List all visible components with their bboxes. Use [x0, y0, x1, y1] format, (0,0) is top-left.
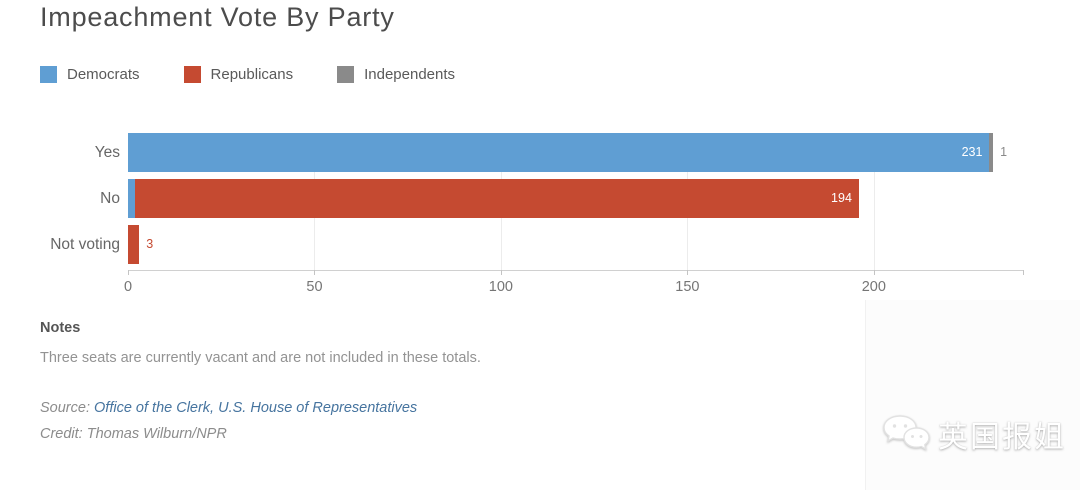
- category-label: Not voting: [50, 236, 120, 253]
- x-axis-tick: [1023, 270, 1024, 275]
- legend-label: Democrats: [67, 66, 140, 83]
- x-axis-tick: [314, 270, 316, 275]
- source-line: Source: Office of the Clerk, U.S. House …: [40, 400, 417, 416]
- bar-row-yes: 231 1: [128, 133, 1023, 172]
- bar-segment-republicans: [128, 225, 140, 264]
- credit-line: Credit: Thomas Wilburn/NPR: [40, 426, 227, 442]
- bar-row-no: 2194: [128, 179, 1023, 218]
- bar-chart: 231 1 2194 3 0 50 100 150 200 Yes No Not voting: [0, 133, 1080, 303]
- legend-swatch-icon: [337, 66, 355, 83]
- watermark-panel: [865, 300, 1080, 490]
- bar-segment-democrats: [128, 133, 990, 172]
- x-axis-tick: [873, 270, 875, 275]
- legend-item-republicans: Republicans: [183, 66, 294, 83]
- bar-value-label: 231: [961, 145, 983, 159]
- bar-value-label: 1: [1000, 145, 1008, 159]
- x-tick-label: 100: [488, 279, 514, 295]
- source-link[interactable]: Office of the Clerk, U.S. House of Repre…: [94, 400, 418, 416]
- watermark-text: 英国报姐: [938, 421, 1066, 454]
- legend-item-democrats: Democrats: [40, 66, 140, 83]
- x-tick-label: 50: [306, 279, 323, 295]
- legend-item-independents: Independents: [337, 66, 455, 83]
- bar-value-label: 194: [831, 191, 852, 205]
- x-tick-label: 0: [123, 279, 133, 295]
- wechat-bubbles-icon: [883, 415, 930, 451]
- bar-row-not-voting: 3: [128, 225, 1023, 264]
- legend-swatch-icon: [40, 66, 57, 83]
- bar-segment-democrats: [128, 179, 136, 218]
- category-label: No: [100, 190, 120, 207]
- watermark: 英国报姐: [880, 412, 1066, 456]
- notes-text: Three seats are currently vacant and are…: [40, 350, 481, 366]
- x-tick-label: 200: [861, 279, 886, 295]
- chart-title: Impeachment Vote By Party: [40, 2, 395, 32]
- x-axis-tick: [500, 270, 502, 275]
- x-axis-tick: [687, 270, 689, 275]
- legend: Democrats Republicans Independents: [40, 66, 499, 83]
- x-tick-label: 150: [675, 279, 700, 295]
- bar-segment-independents: [989, 133, 994, 172]
- legend-label: Independents: [364, 66, 456, 83]
- legend-swatch-icon: [183, 66, 201, 83]
- x-axis-line: [128, 270, 1023, 271]
- bar-segment-republicans: [135, 179, 859, 218]
- x-axis-tick: [128, 270, 129, 275]
- category-label: Yes: [94, 144, 120, 161]
- bar-value-label: 3: [146, 237, 154, 251]
- source-prefix: Source:: [40, 400, 90, 416]
- plot-area: 231 1 2194 3 0 50 100 150 200: [124, 133, 1024, 295]
- legend-label: Republicans: [210, 66, 294, 83]
- gridline-200: [873, 133, 875, 270]
- notes-heading: Notes: [40, 320, 81, 336]
